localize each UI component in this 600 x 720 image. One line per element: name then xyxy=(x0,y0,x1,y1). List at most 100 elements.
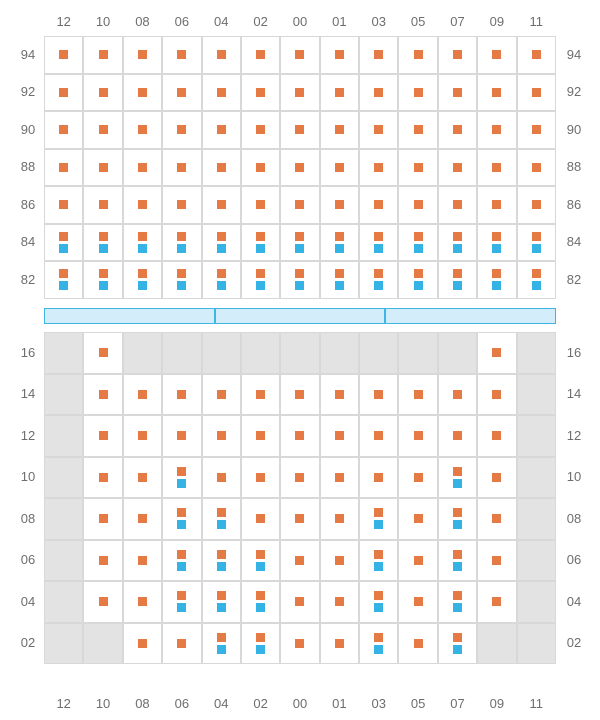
grid-cell xyxy=(477,623,516,665)
row-label-right: 10 xyxy=(562,469,586,484)
row-label-left: 08 xyxy=(16,511,40,526)
divider-segment xyxy=(385,308,556,324)
grid-cell xyxy=(162,332,201,374)
grid-cell xyxy=(517,540,556,582)
row-label-right: 08 xyxy=(562,511,586,526)
grid-cell xyxy=(83,261,122,299)
grid-cell xyxy=(438,498,477,540)
col-label-bottom: 10 xyxy=(88,696,118,711)
grid-cell xyxy=(359,581,398,623)
grid-cell xyxy=(280,261,319,299)
marker-orange xyxy=(177,591,186,600)
marker-blue xyxy=(177,479,186,488)
marker-orange xyxy=(335,514,344,523)
marker-orange xyxy=(59,232,68,241)
marker-blue xyxy=(138,244,147,253)
marker-orange xyxy=(295,50,304,59)
marker-orange xyxy=(99,125,108,134)
grid-cell xyxy=(359,540,398,582)
marker-orange xyxy=(295,473,304,482)
marker-orange xyxy=(453,390,462,399)
marker-orange xyxy=(99,163,108,172)
marker-orange xyxy=(414,514,423,523)
marker-orange xyxy=(453,591,462,600)
marker-orange xyxy=(492,556,501,565)
marker-orange xyxy=(138,390,147,399)
marker-orange xyxy=(217,50,226,59)
marker-orange xyxy=(374,591,383,600)
grid-cell xyxy=(162,540,201,582)
marker-blue xyxy=(453,562,462,571)
row-label-right: 02 xyxy=(562,635,586,650)
marker-orange xyxy=(217,431,226,440)
marker-orange xyxy=(374,163,383,172)
marker-blue xyxy=(374,244,383,253)
marker-orange xyxy=(138,431,147,440)
grid-cell xyxy=(438,581,477,623)
row-label-right: 88 xyxy=(562,159,586,174)
marker-orange xyxy=(335,473,344,482)
marker-orange xyxy=(256,125,265,134)
marker-orange xyxy=(492,473,501,482)
col-label-bottom: 01 xyxy=(324,696,354,711)
grid-cell xyxy=(320,332,359,374)
marker-orange xyxy=(414,390,423,399)
marker-orange xyxy=(453,467,462,476)
marker-orange xyxy=(374,50,383,59)
row-label-right: 82 xyxy=(562,272,586,287)
row-label-right: 92 xyxy=(562,84,586,99)
marker-orange xyxy=(374,508,383,517)
marker-orange xyxy=(295,200,304,209)
marker-blue xyxy=(295,244,304,253)
grid-cell xyxy=(359,224,398,262)
marker-orange xyxy=(532,88,541,97)
marker-orange xyxy=(335,163,344,172)
marker-orange xyxy=(177,125,186,134)
row-label-left: 04 xyxy=(16,594,40,609)
marker-orange xyxy=(374,88,383,97)
col-label-bottom: 08 xyxy=(127,696,157,711)
marker-blue xyxy=(256,281,265,290)
row-label-right: 12 xyxy=(562,428,586,443)
marker-orange xyxy=(217,232,226,241)
marker-orange xyxy=(414,88,423,97)
marker-orange xyxy=(138,50,147,59)
marker-orange xyxy=(492,597,501,606)
row-label-left: 02 xyxy=(16,635,40,650)
col-label-top: 08 xyxy=(127,14,157,29)
marker-blue xyxy=(256,645,265,654)
col-label-top: 01 xyxy=(324,14,354,29)
grid-cell xyxy=(477,261,516,299)
marker-blue xyxy=(99,281,108,290)
row-label-left: 88 xyxy=(16,159,40,174)
col-label-bottom: 09 xyxy=(482,696,512,711)
marker-orange xyxy=(59,200,68,209)
marker-blue xyxy=(453,479,462,488)
grid-cell xyxy=(438,623,477,665)
marker-orange xyxy=(374,550,383,559)
marker-orange xyxy=(217,88,226,97)
marker-orange xyxy=(414,163,423,172)
marker-orange xyxy=(453,88,462,97)
marker-orange xyxy=(138,514,147,523)
marker-blue xyxy=(295,281,304,290)
grid-cell xyxy=(517,224,556,262)
marker-orange xyxy=(453,163,462,172)
marker-blue xyxy=(453,281,462,290)
marker-orange xyxy=(532,200,541,209)
marker-orange xyxy=(217,633,226,642)
col-label-bottom: 07 xyxy=(442,696,472,711)
marker-orange xyxy=(138,200,147,209)
divider-segment xyxy=(44,308,215,324)
marker-orange xyxy=(374,633,383,642)
row-label-left: 90 xyxy=(16,122,40,137)
grid-cell xyxy=(438,332,477,374)
marker-orange xyxy=(295,390,304,399)
marker-orange xyxy=(414,473,423,482)
marker-orange xyxy=(414,639,423,648)
marker-orange xyxy=(414,431,423,440)
grid-cell xyxy=(123,261,162,299)
marker-orange xyxy=(256,50,265,59)
marker-orange xyxy=(217,508,226,517)
marker-orange xyxy=(217,473,226,482)
